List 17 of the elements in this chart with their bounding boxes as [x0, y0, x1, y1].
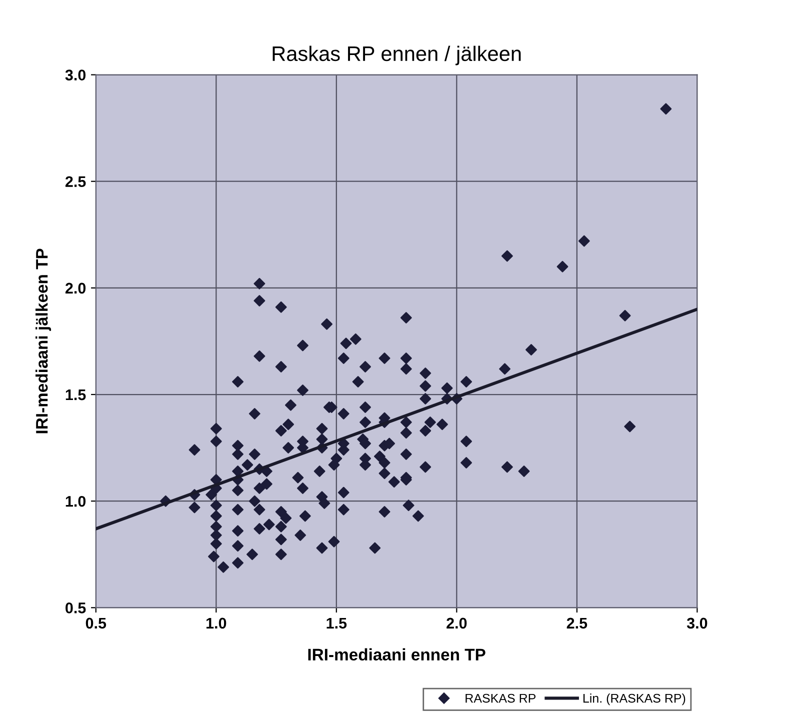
x-tick-label: 2.5 — [566, 618, 588, 629]
y-tick-label: 1.5 — [66, 390, 86, 400]
y-tick-label: 1.0 — [66, 496, 86, 507]
x-axis-title: IRI-mediaani ennen TP — [308, 648, 486, 661]
y-axis-title: IRI-mediaani jälkeen TP — [36, 248, 52, 434]
y-tick-label: 2.5 — [65, 176, 86, 188]
x-tick-label: 2.0 — [446, 618, 467, 629]
y-tick-label: 0.5 — [66, 602, 86, 614]
chart-title: Raskas RP ennen / jälkeen — [272, 46, 521, 66]
x-tick-label: 1.0 — [206, 618, 226, 629]
x-tick-label: 3.0 — [686, 618, 708, 629]
legend-label: RASKAS RP — [466, 694, 536, 703]
x-tick-label: 0.5 — [86, 618, 106, 629]
x-tick-label: 1.5 — [326, 618, 347, 629]
legend-label: Lin. (RASKAS RP) — [583, 694, 686, 706]
y-tick-label: 2.0 — [65, 282, 86, 294]
y-tick-label: 3.0 — [65, 70, 86, 80]
